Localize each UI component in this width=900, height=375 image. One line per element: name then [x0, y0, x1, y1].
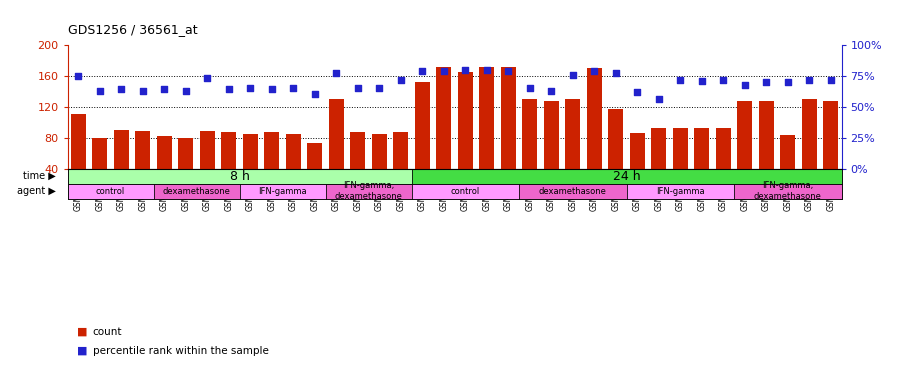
Point [243, 85, 257, 91]
Bar [200, 132, 215, 200]
Bar [780, 135, 796, 200]
Point [544, 88, 558, 94]
Point [673, 76, 688, 82]
Point [780, 79, 795, 85]
Point [587, 68, 601, 74]
Point [93, 88, 107, 94]
Point [716, 76, 731, 82]
Bar [307, 143, 322, 200]
Bar [135, 132, 150, 200]
Text: count: count [93, 327, 122, 337]
Bar [500, 67, 516, 200]
Point [802, 76, 816, 82]
Point [824, 76, 838, 82]
Bar [328, 99, 344, 200]
Bar [372, 134, 387, 200]
Point [608, 70, 623, 76]
Bar [716, 128, 731, 200]
Point [759, 79, 773, 85]
Bar [393, 132, 409, 200]
Bar [411, 184, 519, 199]
Bar [154, 184, 239, 199]
Bar [178, 138, 194, 200]
Text: agent ▶: agent ▶ [17, 186, 56, 196]
Text: IFN-gamma,
dexamethasone: IFN-gamma, dexamethasone [754, 182, 822, 201]
Bar [587, 68, 602, 200]
Point [114, 87, 129, 93]
Point [523, 85, 537, 91]
Point [71, 73, 86, 79]
Bar [157, 136, 172, 200]
Point [501, 68, 516, 74]
Point [265, 87, 279, 93]
Bar [522, 99, 537, 200]
Point [652, 96, 666, 102]
Bar [68, 184, 154, 199]
Text: 8 h: 8 h [230, 170, 249, 183]
Bar [519, 184, 626, 199]
Point [136, 88, 150, 94]
Bar [565, 99, 581, 200]
Text: ■: ■ [76, 327, 87, 337]
Text: dexamethasone: dexamethasone [539, 187, 607, 196]
Point [221, 87, 236, 93]
Bar [608, 109, 624, 200]
Point [286, 85, 301, 91]
Bar [285, 134, 301, 200]
Bar [544, 100, 559, 200]
Point [178, 88, 193, 94]
Bar [350, 132, 365, 200]
Bar [68, 168, 411, 184]
Point [695, 78, 709, 84]
Text: dexamethasone: dexamethasone [163, 187, 230, 196]
Bar [239, 184, 326, 199]
Text: control: control [451, 187, 480, 196]
Bar [243, 134, 257, 200]
Text: percentile rank within the sample: percentile rank within the sample [93, 346, 268, 355]
Bar [221, 132, 237, 200]
Point [393, 76, 408, 82]
Bar [694, 128, 709, 200]
Point [329, 70, 344, 76]
Text: control: control [96, 187, 125, 196]
Point [415, 68, 429, 74]
Bar [265, 132, 279, 200]
Bar [802, 99, 817, 200]
Bar [411, 168, 842, 184]
Point [480, 67, 494, 73]
Text: time ▶: time ▶ [23, 171, 56, 181]
Bar [415, 82, 430, 200]
Bar [737, 100, 752, 200]
Bar [824, 101, 838, 200]
Point [157, 87, 171, 93]
Point [372, 85, 386, 91]
Bar [92, 138, 107, 200]
Bar [672, 128, 688, 200]
Bar [626, 184, 734, 199]
Bar [759, 101, 774, 200]
Point [351, 85, 365, 91]
Text: ■: ■ [76, 346, 87, 355]
Bar [326, 184, 411, 199]
Bar [71, 114, 86, 200]
Bar [436, 67, 451, 200]
Text: IFN-gamma,
dexamethasone: IFN-gamma, dexamethasone [335, 182, 402, 201]
Point [458, 67, 473, 73]
Bar [630, 133, 644, 200]
Bar [479, 67, 494, 200]
Bar [458, 72, 473, 200]
Point [200, 75, 214, 81]
Point [738, 81, 752, 87]
Bar [734, 184, 842, 199]
Text: GDS1256 / 36561_at: GDS1256 / 36561_at [68, 22, 197, 36]
Bar [113, 130, 129, 200]
Point [308, 92, 322, 98]
Point [565, 72, 580, 78]
Text: IFN-gamma: IFN-gamma [258, 187, 307, 196]
Point [436, 68, 451, 74]
Bar [652, 128, 666, 200]
Point [630, 89, 644, 95]
Text: IFN-gamma: IFN-gamma [656, 187, 705, 196]
Text: 24 h: 24 h [613, 170, 640, 183]
